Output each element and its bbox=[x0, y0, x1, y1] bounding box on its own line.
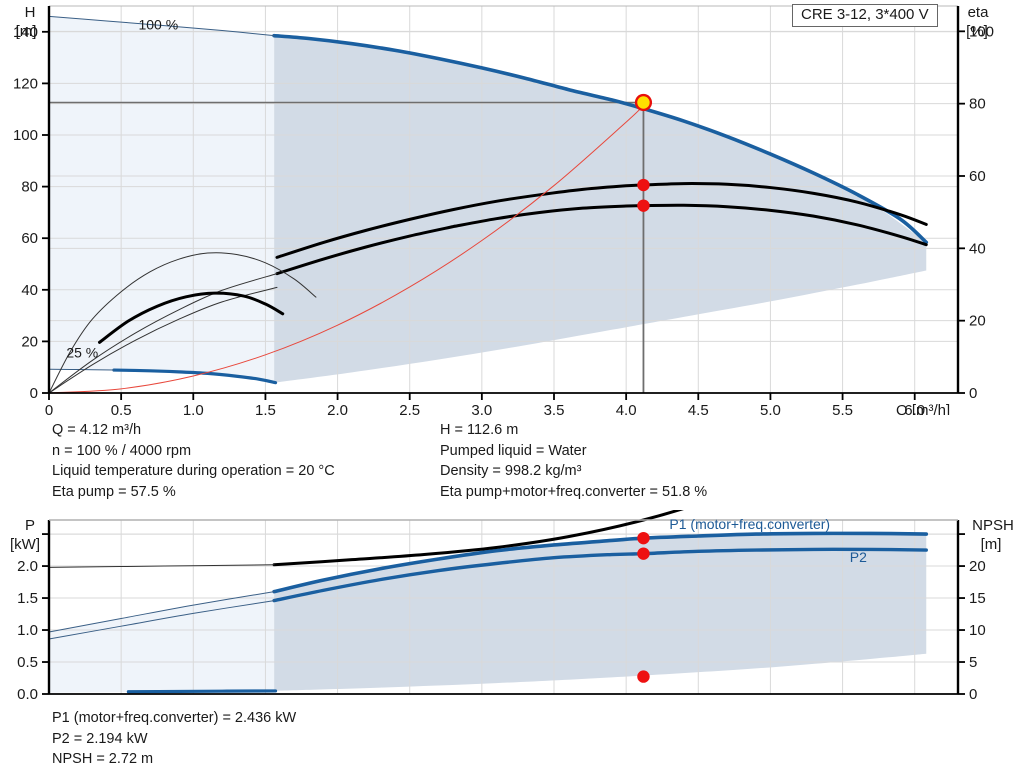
svg-text:15: 15 bbox=[969, 590, 986, 607]
info-speed: n = 100 % / 4000 rpm bbox=[52, 442, 192, 459]
svg-text:100: 100 bbox=[13, 127, 38, 144]
svg-text:40: 40 bbox=[969, 240, 986, 257]
info-pumped-liquid: Pumped liquid = Water bbox=[440, 442, 587, 459]
svg-text:0: 0 bbox=[30, 385, 38, 402]
svg-text:[m]: [m] bbox=[16, 23, 37, 40]
info-eta-total: Eta pump+motor+freq.converter = 51.8 % bbox=[440, 483, 708, 500]
svg-text:4.5: 4.5 bbox=[688, 402, 709, 415]
info-q: Q = 4.12 m³/h bbox=[52, 422, 142, 438]
svg-text:H: H bbox=[25, 4, 36, 21]
info-density: Density = 998.2 kg/m³ bbox=[440, 463, 582, 479]
svg-text:2.0: 2.0 bbox=[327, 402, 348, 415]
svg-text:1.5: 1.5 bbox=[17, 590, 38, 607]
svg-text:0.5: 0.5 bbox=[111, 402, 132, 415]
svg-text:P: P bbox=[25, 517, 35, 534]
svg-text:0: 0 bbox=[969, 686, 977, 703]
svg-text:20: 20 bbox=[969, 313, 986, 330]
info-head: H = 112.6 m bbox=[440, 422, 519, 438]
svg-text:2.0: 2.0 bbox=[17, 558, 38, 575]
bottom-info: P1 (motor+freq.converter) = 2.436 kW P2 … bbox=[52, 708, 296, 770]
svg-text:25 %: 25 % bbox=[66, 344, 98, 360]
svg-text:6.0: 6.0 bbox=[904, 402, 925, 415]
svg-text:eta: eta bbox=[968, 4, 990, 21]
pump-model-title: CRE 3-12, 3*400 V bbox=[792, 4, 938, 27]
svg-text:60: 60 bbox=[21, 230, 38, 247]
svg-text:[m]: [m] bbox=[981, 536, 1002, 553]
top-info-left: Q = 4.12 m³/h n = 100 % / 4000 rpm Liqui… bbox=[52, 420, 335, 502]
info-npsh: NPSH = 2.72 m bbox=[52, 751, 154, 767]
svg-text:NPSH: NPSH bbox=[972, 517, 1014, 534]
svg-text:80: 80 bbox=[21, 179, 38, 196]
svg-text:2.5: 2.5 bbox=[399, 402, 420, 415]
svg-text:1.0: 1.0 bbox=[17, 622, 38, 639]
svg-text:20: 20 bbox=[969, 558, 986, 575]
svg-text:60: 60 bbox=[969, 168, 986, 185]
info-liquid-temp: Liquid temperature during operation = 20… bbox=[52, 463, 335, 479]
svg-text:120: 120 bbox=[13, 75, 38, 92]
svg-text:4.0: 4.0 bbox=[616, 402, 637, 415]
svg-text:0.0: 0.0 bbox=[17, 686, 38, 703]
svg-text:100: 100 bbox=[969, 23, 994, 40]
top-info-right: H = 112.6 m Pumped liquid = Water Densit… bbox=[440, 420, 707, 502]
svg-text:5: 5 bbox=[969, 654, 977, 671]
svg-text:3.0: 3.0 bbox=[471, 402, 492, 415]
svg-text:5.5: 5.5 bbox=[832, 402, 853, 415]
svg-text:Q [m³/h]: Q [m³/h] bbox=[896, 402, 950, 415]
svg-text:5.0: 5.0 bbox=[760, 402, 781, 415]
svg-text:[kW]: [kW] bbox=[10, 536, 40, 553]
svg-text:0.5: 0.5 bbox=[17, 654, 38, 671]
svg-text:1.5: 1.5 bbox=[255, 402, 276, 415]
svg-text:0: 0 bbox=[45, 402, 53, 415]
svg-text:80: 80 bbox=[969, 96, 986, 113]
info-p2: P2 = 2.194 kW bbox=[52, 730, 148, 747]
svg-text:3.5: 3.5 bbox=[544, 402, 565, 415]
svg-text:10: 10 bbox=[969, 622, 986, 639]
svg-text:140: 140 bbox=[13, 24, 38, 41]
svg-text:40: 40 bbox=[21, 282, 38, 299]
info-eta-pump: Eta pump = 57.5 % bbox=[52, 483, 176, 500]
svg-text:100 %: 100 % bbox=[138, 17, 178, 33]
head-efficiency-chart: 0 20 40 60 80 100 120 140 0 20 40 60 80 100 0 0.5 1.0 1.5… bbox=[13, 4, 994, 415]
svg-text:P2: P2 bbox=[850, 549, 867, 565]
svg-text:20: 20 bbox=[21, 333, 38, 350]
svg-text:P1 (motor+freq.converter): P1 (motor+freq.converter) bbox=[669, 516, 830, 532]
svg-text:0: 0 bbox=[969, 385, 977, 402]
info-p1: P1 (motor+freq.converter) = 2.436 kW bbox=[52, 710, 297, 726]
svg-text:[%]: [%] bbox=[966, 23, 988, 40]
power-npsh-chart: 0.0 0.5 1.0 1.5 2.0 0 5 10 15 20 P [kW] NPSH [m] P1 (m… bbox=[10, 510, 1014, 703]
svg-text:1.0: 1.0 bbox=[183, 402, 204, 415]
